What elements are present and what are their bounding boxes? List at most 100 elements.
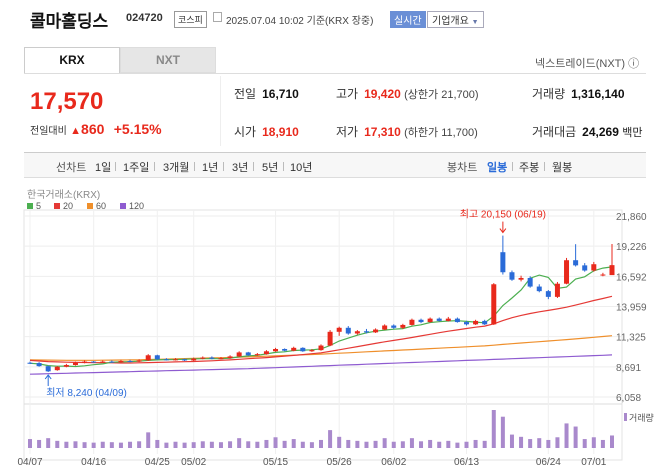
x-tick-label: 06/13: [454, 457, 479, 468]
limit-label: (상한가: [404, 89, 442, 101]
volume-bar: [37, 439, 42, 448]
x-tick-label: 04/07: [17, 457, 42, 468]
stock-name: 콜마홀딩스: [30, 12, 109, 31]
volume-bar: [355, 440, 360, 448]
info-label: 기업개요: [432, 16, 469, 27]
stat-open: 시가 18,910: [234, 123, 299, 140]
volume-bar: [164, 442, 169, 448]
y-tick-label: 21,860: [616, 212, 647, 223]
volume-bar: [346, 439, 351, 448]
volume-bar: [428, 439, 433, 448]
stat-value: 19,420: [364, 87, 401, 101]
stat-value: 1,316,140: [571, 87, 625, 101]
volume-bar: [191, 442, 196, 448]
tab-nxt[interactable]: NXT: [120, 47, 216, 73]
candle-monthly[interactable]: 월봉: [552, 162, 573, 174]
candle-body: [227, 356, 233, 359]
stat-prev-close: 전일 16,710: [234, 85, 299, 102]
candle-body: [591, 264, 597, 271]
candle-body: [136, 360, 142, 362]
divider: [283, 162, 284, 171]
ma5-line: [29, 266, 613, 368]
volume-bar: [200, 441, 205, 448]
stat-low: 저가 17,310 (하한가 11,700): [336, 123, 478, 140]
volume-bar: [528, 439, 533, 448]
volume-bar: [437, 441, 442, 448]
volume-bar: [409, 438, 414, 448]
volume-bar: [218, 442, 223, 448]
legend-swatch: [27, 203, 33, 209]
period-toolbar: 선차트 1일 1주일 3개월 1년 3년 5년 10년 봉차트 일봉 주봉 월봉: [24, 152, 646, 178]
candle-body: [427, 318, 433, 323]
volume-bar: [109, 442, 114, 448]
stat-unit: 백만: [622, 127, 643, 139]
y-tick-label: 19,226: [616, 242, 647, 253]
price-chart[interactable]: 한국거래소(KRX) 5 20 60 120 21,860 19,226 16,592 13…: [0, 186, 670, 474]
realtime-button[interactable]: 실시간: [390, 11, 426, 28]
period-1d[interactable]: 1일: [95, 162, 112, 174]
period-10y[interactable]: 10년: [290, 162, 313, 174]
stat-label: 고가: [336, 87, 359, 101]
volume-bar: [491, 410, 496, 448]
change-value: 860: [81, 121, 105, 137]
high-arrow-head: [499, 228, 507, 234]
x-tick-label: 04/16: [81, 457, 106, 468]
period-3m[interactable]: 3개월: [163, 162, 190, 174]
volume-bar: [82, 442, 87, 448]
tab-krx[interactable]: KRX: [24, 47, 120, 73]
volume-bar: [400, 441, 405, 448]
candle-body: [118, 361, 124, 363]
x-tick-label: 04/25: [145, 457, 170, 468]
y-axis: 21,860 19,226 16,592 13,959 11,325 8,691 6,058: [616, 212, 647, 404]
x-tick-label: 05/15: [263, 457, 288, 468]
candle-body: [573, 260, 579, 266]
stat-value: 16,710: [262, 87, 299, 101]
candle-body: [236, 352, 242, 357]
calendar-icon: [213, 12, 222, 22]
candle-body: [600, 274, 606, 276]
candle-body: [182, 359, 188, 361]
candle-body: [254, 354, 260, 356]
volume-bar: [273, 437, 278, 448]
nextrade-link[interactable]: 넥스트레이드(NXT) ⓘ: [535, 58, 640, 70]
candle-body: [318, 345, 324, 351]
stat-value: 18,910: [262, 125, 299, 139]
candle-body: [473, 320, 479, 325]
candle-body: [354, 331, 360, 334]
volume-bar: [519, 436, 524, 448]
plot-frame: [23, 209, 623, 461]
period-1w[interactable]: 1주일: [123, 162, 150, 174]
exchange-tabs: KRX NXT: [24, 47, 216, 73]
candle-daily[interactable]: 일봉: [487, 162, 508, 174]
volume-bar: [282, 440, 287, 448]
volume-bar: [337, 436, 342, 448]
candle-body: [145, 355, 151, 361]
low-arrow-head: [44, 374, 52, 380]
period-3y[interactable]: 3년: [232, 162, 249, 174]
period-1y[interactable]: 1년: [202, 162, 219, 174]
volume-bar: [228, 441, 233, 448]
volume-bar: [582, 439, 587, 448]
limit-value: 21,700: [441, 89, 475, 101]
candle-body: [500, 252, 506, 273]
stat-high: 고가 19,420 (상한가 21,700): [336, 85, 479, 102]
divider: [220, 76, 221, 146]
legend-swatch: [120, 203, 126, 209]
chart-annotations: 최고 20,150 (06/19) 최저 8,240 (04/09): [44, 209, 546, 399]
volume-bar: [473, 439, 478, 448]
up-arrow-icon: ▲: [70, 125, 82, 137]
candle-body: [209, 357, 215, 359]
y-tick-label: 8,691: [616, 363, 641, 374]
volume-bar: [546, 439, 551, 448]
y-tick-label: 13,959: [616, 303, 647, 314]
x-axis: 04/07 04/16 04/25 05/02 05/15 05/26 06/02 06/13…: [17, 457, 606, 468]
candle-chart-label: 봉차트: [447, 162, 478, 174]
stock-code: 024720: [126, 12, 163, 24]
company-info-button[interactable]: 기업개요 ▼: [427, 11, 484, 28]
volume-bar: [264, 439, 269, 448]
legend-swatch: [54, 203, 60, 209]
candle-body: [109, 361, 115, 363]
candle-weekly[interactable]: 주봉: [519, 162, 540, 174]
period-5y[interactable]: 5년: [262, 162, 279, 174]
stat-label: 저가: [336, 125, 359, 139]
